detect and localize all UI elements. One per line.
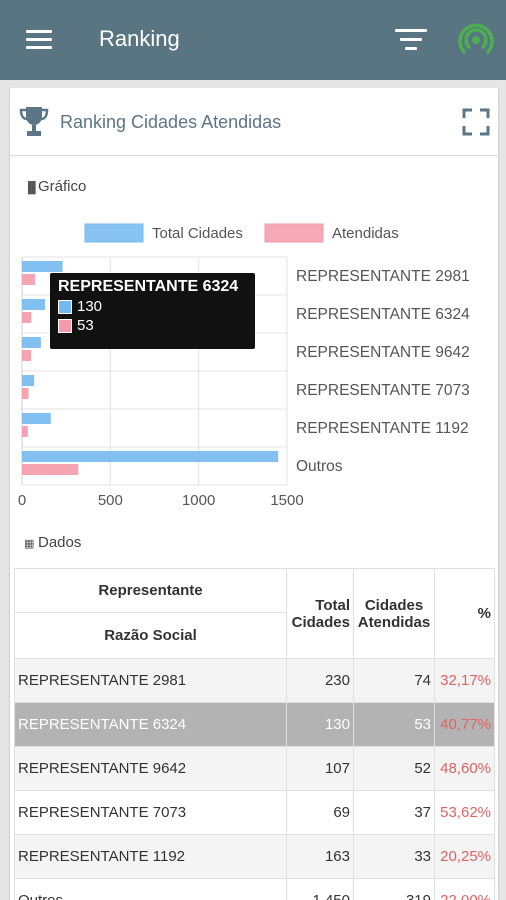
legend-label: Atendidas [332, 225, 399, 242]
app-bar: Ranking [0, 0, 506, 80]
bar [22, 426, 28, 437]
card-title: Ranking Cidades Atendidas [60, 112, 282, 132]
tooltip-row-total: 130 [58, 298, 247, 315]
bar [22, 312, 32, 323]
ranking-table-wrap: Representante Total Cidades Cidades Aten… [14, 568, 495, 900]
x-tick-label: 500 [98, 492, 123, 509]
category-label: Outros [296, 458, 343, 475]
tooltip-value-served: 53 [77, 317, 94, 334]
chart-section-label: ▐▌Gráfico [24, 178, 86, 195]
cell-pct: 48,60% [434, 746, 495, 791]
cell-name: REPRESENTANTE 1192 [14, 834, 287, 879]
x-tick-label: 0 [18, 492, 26, 509]
header-pct[interactable]: % [434, 568, 495, 659]
cell-served: 74 [353, 658, 435, 703]
card-header: Ranking Cidades Atendidas [10, 88, 498, 156]
cell-served: 53 [353, 702, 435, 747]
x-tick-label: 1000 [182, 492, 215, 509]
hamburger-menu-icon[interactable] [22, 28, 58, 52]
header-total[interactable]: Total Cidades [286, 568, 354, 659]
tooltip-value-total: 130 [77, 298, 103, 315]
category-label: REPRESENTANTE 2981 [296, 268, 470, 285]
chart-svg: Total Cidades Atendidas 0 500 1000 1500 REPRES… [18, 223, 470, 509]
legend-swatch [84, 223, 144, 243]
chart-tooltip: REPRESENTANTE 6324 130 53 [50, 273, 255, 349]
cell-total: 1.450 [286, 878, 354, 900]
bar [22, 274, 36, 285]
cell-name: Outros [14, 878, 287, 900]
cell-pct: 20,25% [434, 834, 495, 879]
category-label: REPRESENTANTE 1192 [296, 420, 469, 437]
filter-icon[interactable] [392, 25, 432, 55]
cell-served: 33 [353, 834, 435, 879]
app-title: Ranking [99, 26, 180, 51]
trophy-icon [18, 104, 50, 140]
data-section-label: ▦ Dados [24, 534, 81, 551]
ranking-chart: Total Cidades Atendidas 0 500 1000 1500 REPRES… [10, 216, 498, 516]
bar-chart-icon: ▐▌ [24, 182, 40, 194]
table-row[interactable]: REPRESENTANTE 6324 130 53 40,77% [14, 702, 495, 747]
cell-pct: 32,17% [434, 658, 495, 703]
cell-name: REPRESENTANTE 9642 [14, 746, 287, 791]
cell-served: 37 [353, 790, 435, 835]
table-row[interactable]: REPRESENTANTE 1192 163 33 20,25% [14, 834, 495, 879]
category-label: REPRESENTANTE 6324 [296, 306, 470, 323]
header-name[interactable]: Razão Social [14, 612, 287, 659]
data-section-text: Dados [38, 534, 82, 551]
fullscreen-icon[interactable] [462, 108, 490, 136]
tooltip-title: REPRESENTANTE 6324 [58, 278, 239, 295]
cell-total: 230 [286, 658, 354, 703]
legend-swatch [264, 223, 324, 243]
cell-name: REPRESENTANTE 6324 [14, 702, 287, 747]
cell-name: REPRESENTANTE 2981 [14, 658, 287, 703]
bar [22, 375, 35, 386]
cell-pct: 22,00% [434, 878, 495, 900]
bar [22, 299, 45, 310]
bar [22, 350, 32, 361]
bar [22, 451, 279, 462]
cell-total: 163 [286, 834, 354, 879]
cell-pct: 53,62% [434, 790, 495, 835]
table-row[interactable]: REPRESENTANTE 7073 69 37 53,62% [14, 790, 495, 835]
legend-label: Total Cidades [152, 225, 243, 242]
category-label: REPRESENTANTE 7073 [296, 382, 470, 399]
bar [22, 388, 29, 399]
ranking-table: Representante Total Cidades Cidades Aten… [14, 568, 495, 900]
x-tick-label: 1500 [270, 492, 303, 509]
tooltip-row-served: 53 [58, 317, 247, 334]
category-label: REPRESENTANTE 9642 [296, 344, 470, 361]
table-row[interactable]: REPRESENTANTE 2981 230 74 32,17% [14, 658, 495, 703]
tooltip-swatch-total [58, 299, 72, 314]
bar [22, 261, 63, 272]
header-served[interactable]: Cidades Atendidas [353, 568, 435, 659]
header-group[interactable]: Representante [14, 568, 287, 613]
cell-total: 130 [286, 702, 354, 747]
ranking-card: Ranking Cidades Atendidas ▐▌Gráfico Tota… [10, 88, 498, 900]
cell-name: REPRESENTANTE 7073 [14, 790, 287, 835]
tooltip-swatch-served [58, 318, 72, 333]
cell-served: 52 [353, 746, 435, 791]
bar [22, 464, 79, 475]
table-row[interactable]: Outros1.45031922,00% [14, 878, 495, 900]
bar [22, 337, 41, 348]
signal-icon[interactable] [455, 20, 497, 60]
cell-total: 107 [286, 746, 354, 791]
table-row[interactable]: REPRESENTANTE 9642 107 52 48,60% [14, 746, 495, 791]
chart-section-text: Gráfico [38, 178, 87, 195]
cell-pct: 40,77% [434, 702, 495, 747]
cell-served: 319 [353, 878, 435, 900]
table-icon: ▦ [24, 538, 35, 550]
cell-total: 69 [286, 790, 354, 835]
bar [22, 413, 51, 424]
